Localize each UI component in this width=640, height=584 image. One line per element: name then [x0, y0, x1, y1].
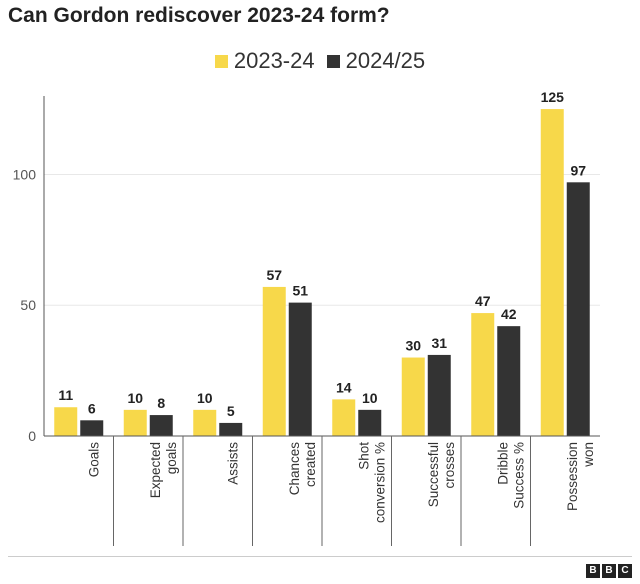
data-label: 57: [266, 267, 282, 283]
data-label: 10: [197, 390, 213, 406]
bar-2: [149, 415, 173, 436]
y-tick-label: 50: [20, 297, 36, 313]
category-label: Successful: [426, 442, 441, 507]
bbc-logo-letter: B: [586, 564, 600, 578]
bar-2: [497, 326, 521, 436]
chart-title: Can Gordon rediscover 2023-24 form?: [8, 4, 390, 27]
category-label: conversion %: [373, 442, 388, 523]
category-label: won: [581, 442, 596, 468]
bar-2: [427, 354, 451, 436]
bar-2: [288, 302, 312, 436]
data-label: 6: [88, 400, 96, 416]
category-label: Shot: [357, 442, 372, 470]
legend-label-series-1: 2023-24: [233, 48, 315, 73]
data-label: 125: [541, 89, 565, 105]
y-tick-label: 100: [13, 166, 37, 182]
data-label: 47: [475, 293, 491, 309]
legend-label-series-2: 2024/25: [345, 48, 426, 73]
category-label: Dribble: [496, 442, 511, 485]
bar-1: [401, 357, 425, 436]
bar-2: [80, 420, 104, 436]
category-label: Success %: [512, 442, 527, 509]
data-label: 30: [405, 338, 421, 354]
data-label: 5: [227, 403, 235, 419]
bar-1: [54, 407, 78, 436]
data-label: 31: [431, 335, 447, 351]
bbc-logo-letter: B: [602, 564, 616, 578]
bar-chart: 0 50 100 11 6 10 8 10 5 57 51 14 10 30 31 47 42 125 97 Goal…: [13, 89, 600, 546]
legend-item-series-1: 2023-24: [214, 48, 315, 74]
bar-1: [123, 409, 147, 436]
category-label: created: [303, 442, 318, 487]
data-label: 8: [157, 395, 165, 411]
legend-swatch-series-2: [326, 54, 340, 68]
data-label: 11: [58, 387, 73, 403]
data-label: 10: [127, 390, 143, 406]
category-label: Expected: [148, 442, 163, 498]
data-label: 14: [336, 379, 352, 395]
bar-1: [332, 399, 356, 436]
data-label: 51: [292, 283, 308, 299]
category-label: Possession: [565, 442, 580, 511]
bar-1: [471, 313, 495, 436]
category-label: Assists: [226, 442, 241, 485]
bbc-logo-letter: C: [618, 564, 632, 578]
bar-1: [540, 109, 564, 437]
bbc-logo: B B C: [586, 564, 632, 578]
category-label: Chances: [287, 442, 302, 496]
category-label: goals: [164, 442, 179, 475]
bar-2: [566, 182, 590, 436]
y-tick-label: 0: [28, 428, 36, 444]
legend-item-series-2: 2024/25: [326, 48, 426, 74]
category-label: Goals: [87, 442, 102, 478]
bar-2: [358, 409, 382, 436]
bar-2: [219, 422, 243, 436]
legend-swatch-series-1: [214, 54, 228, 68]
data-label: 42: [501, 306, 517, 322]
data-label: 10: [362, 390, 378, 406]
legend: 2023-24 2024/25: [0, 46, 640, 76]
data-label: 97: [570, 162, 586, 178]
footer-divider: [8, 556, 632, 557]
category-label: crosses: [442, 442, 457, 489]
bar-1: [262, 286, 286, 436]
bar-1: [193, 409, 217, 436]
